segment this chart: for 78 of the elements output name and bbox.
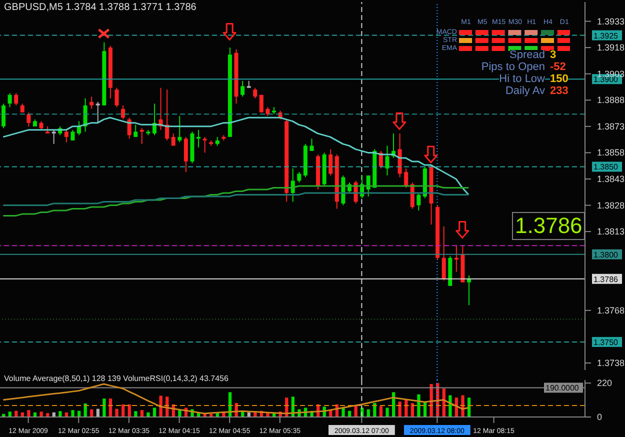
candlestick	[96, 101, 100, 124]
candlestick	[77, 120, 81, 136]
y-tick-label: 1.3888	[597, 95, 625, 106]
candlestick	[290, 168, 295, 202]
candlestick	[259, 94, 264, 113]
bar	[448, 395, 452, 417]
ref-line-label: 1.3800	[594, 250, 619, 260]
candlestick	[2, 103, 6, 129]
candlestick	[26, 112, 31, 127]
y-tick-label: 1.3858	[597, 148, 625, 158]
text: Daily Av	[505, 85, 545, 97]
y-tick-label: 1.3738	[597, 358, 625, 368]
chart-title: GBPUSD,M5 1.3784 1.3788 1.3771 1.3786	[4, 2, 196, 13]
candlestick	[328, 148, 333, 176]
text: Hi to Low	[499, 73, 545, 85]
text: 1.3786	[512, 212, 586, 240]
bar	[140, 410, 144, 417]
bar	[58, 411, 62, 417]
line-series	[2, 383, 470, 414]
candlestick	[442, 226, 446, 282]
bar	[342, 408, 345, 417]
point	[222, 23, 236, 41]
candlestick	[14, 92, 18, 106]
point	[98, 28, 110, 39]
text: 3	[550, 49, 556, 61]
candlestick	[297, 171, 302, 183]
y-tick-label: 1.3768	[597, 305, 625, 316]
bar	[71, 410, 74, 417]
candlestick	[121, 104, 126, 120]
y-tick-label: 1.3843	[597, 174, 625, 184]
annotation: Pips to Open	[481, 61, 545, 73]
bar	[417, 394, 420, 417]
candlestick	[184, 136, 188, 172]
text: 233	[550, 85, 568, 97]
bar	[373, 402, 376, 417]
bar	[102, 398, 106, 417]
y-tick-label: 220	[597, 378, 612, 388]
bar	[40, 412, 43, 417]
point	[392, 112, 406, 130]
candlestick	[171, 132, 176, 146]
candlestick	[385, 145, 390, 176]
bar	[146, 412, 150, 417]
candlestick	[178, 115, 182, 143]
candlestick	[134, 124, 138, 138]
y-tick-label: 1.3918	[597, 42, 625, 53]
text: Spread	[510, 49, 545, 61]
candlestick	[240, 80, 245, 98]
ref-line-label: 1.3750	[594, 338, 619, 347]
candlestick	[90, 96, 94, 110]
ref-line-label: 190.0000	[546, 384, 580, 393]
candlestick	[202, 136, 207, 154]
y-tick-label: 1.3813	[597, 226, 625, 237]
bar	[178, 410, 182, 417]
bar	[27, 410, 30, 417]
bar	[386, 408, 389, 417]
text: Volume Average(8,50,1) 128 139 VolumeRSI(0,14,3,2) 43.7456	[4, 374, 228, 383]
y-tick-label: 1.3873	[597, 121, 625, 132]
point	[424, 146, 438, 164]
ref-line-label: 1.3925	[594, 31, 619, 40]
ref-line-label: 1.3850	[594, 162, 619, 172]
y-tick-label: 0	[597, 412, 602, 422]
candlestick	[114, 87, 119, 108]
text: -52	[550, 61, 566, 73]
y-tick-label: 1.3933	[597, 16, 625, 26]
candlestick	[416, 192, 421, 212]
y-tick-label: 1.3828	[597, 200, 625, 210]
ref-line-label: 1.3786	[594, 274, 619, 284]
candlestick	[8, 92, 12, 108]
candlestick	[52, 129, 56, 144]
bar	[379, 406, 383, 417]
candlestick	[404, 168, 408, 188]
candlestick	[64, 129, 68, 143]
bar	[115, 408, 118, 417]
text: 150	[550, 73, 568, 85]
candlestick	[310, 138, 314, 152]
candlestick	[253, 87, 258, 99]
point	[456, 221, 470, 239]
candlestick	[70, 129, 75, 141]
